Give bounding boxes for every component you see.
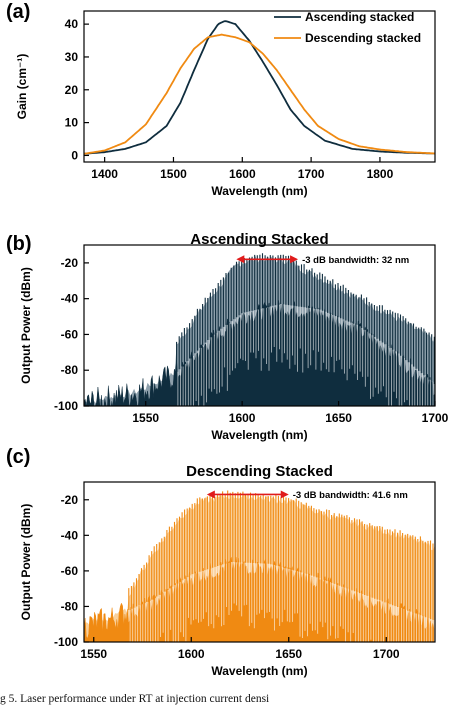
- y-tick-label: -60: [61, 327, 79, 341]
- bandwidth-arrowhead-right: [290, 255, 299, 264]
- y-tick-label: 0: [71, 148, 78, 162]
- x-tick-label: 1550: [80, 647, 107, 661]
- panel-label: (b): [6, 233, 32, 255]
- gain-plot: (a) Ascending stacked Descending stacked 14…: [6, 1, 436, 198]
- y-tick-label: -20: [61, 493, 79, 507]
- x-axis: 1550 1600 1650 1700 Wavelength (nm): [80, 637, 400, 678]
- bandwidth-annotation: -3 dB bandwidth: 41.6 nm: [206, 490, 408, 501]
- y-axis: -100 -80 -60 -40 -20 Output Power (dBm): [19, 493, 89, 649]
- x-tick-label: 1600: [229, 167, 256, 181]
- x-tick-label: 1600: [178, 647, 205, 661]
- panel-label: (c): [6, 446, 30, 468]
- plot-title: Ascending Stacked: [190, 231, 328, 248]
- plot-area: [84, 20, 435, 155]
- y-tick-label: -80: [61, 363, 79, 377]
- bandwidth-arrowhead-left: [236, 255, 245, 264]
- x-tick-label: 1700: [422, 411, 449, 425]
- lasing-mode-lines: [128, 490, 434, 620]
- x-tick-label: 1550: [132, 411, 159, 425]
- bandwidth-label: -3 dB bandwidth: 32 nm: [302, 255, 409, 266]
- x-axis-label: Wavelength (nm): [211, 428, 307, 442]
- ascending-spectrum-plot: (b) Ascending Stacked -3 dB bandwidth: 32 …: [6, 231, 449, 442]
- y-axis: -100 -80 -60 -40 -20 Output Power (dBm): [19, 256, 89, 413]
- x-axis: 1550 1600 1650 1700 Wavelength (nm): [132, 401, 449, 442]
- plot-area: [84, 253, 435, 406]
- figure: (a) Ascending stacked Descending stacked 14…: [6, 1, 449, 678]
- y-tick-label: -60: [61, 564, 79, 578]
- x-tick-label: 1500: [160, 167, 187, 181]
- panel-label: (a): [6, 1, 30, 23]
- y-tick-label: 20: [65, 83, 79, 97]
- y-tick-label: 30: [65, 50, 79, 64]
- x-axis-label: Wavelength (nm): [211, 664, 307, 678]
- y-tick-label: -20: [61, 256, 79, 270]
- y-tick-label: -100: [54, 635, 78, 649]
- axes-frame: [83, 244, 436, 407]
- x-tick-label: 1650: [275, 647, 302, 661]
- x-tick-label: 1700: [298, 167, 325, 181]
- x-tick-label: 1800: [367, 167, 394, 181]
- y-tick-label: -100: [54, 399, 78, 413]
- x-tick-label: 1400: [91, 167, 118, 181]
- legend: Ascending stacked Descending stacked: [274, 10, 421, 45]
- y-tick-label: 10: [65, 116, 79, 130]
- x-axis-label: Wavelength (nm): [211, 184, 307, 198]
- legend-entry: Descending stacked: [305, 31, 421, 45]
- lasing-mode-lines: [176, 253, 435, 384]
- x-axis: 1400 1500 1600 1700 1800 Wavelength (nm): [91, 157, 394, 198]
- y-tick-label: -80: [61, 599, 79, 613]
- bandwidth-label: -3 dB bandwidth: 41.6 nm: [293, 490, 408, 501]
- y-tick-label: 40: [65, 17, 79, 31]
- series-line-descending: [84, 33, 435, 155]
- descending-spectrum-plot: (c) Descending Stacked -3 dB bandwidth: 41…: [6, 446, 436, 678]
- x-tick-label: 1700: [373, 647, 400, 661]
- mode-dips: [129, 562, 435, 642]
- y-axis: 0 10 20 30 40 Gain (cm⁻¹): [15, 17, 89, 162]
- bandwidth-annotation: -3 dB bandwidth: 32 nm: [236, 255, 409, 266]
- mode-dips: [177, 304, 434, 406]
- x-tick-label: 1650: [325, 411, 352, 425]
- series-line-ascending: [84, 20, 435, 155]
- y-axis-label: Output Power (dBm): [19, 267, 33, 384]
- bandwidth-arrowhead-right: [280, 490, 289, 499]
- x-tick-label: 1600: [229, 411, 256, 425]
- figure-caption: g 5. Laser performance under RT at injec…: [0, 693, 270, 705]
- bandwidth-arrowhead-left: [206, 490, 215, 499]
- y-axis-label: Output Power (dBm): [19, 504, 33, 621]
- y-tick-label: -40: [61, 292, 79, 306]
- plot-area: [84, 490, 435, 642]
- plot-title: Descending Stacked: [186, 463, 333, 480]
- axes-frame: [83, 10, 436, 163]
- axes-frame: [83, 481, 436, 643]
- y-tick-label: -40: [61, 528, 79, 542]
- legend-entry: Ascending stacked: [305, 10, 414, 24]
- y-axis-label: Gain (cm⁻¹): [15, 54, 29, 120]
